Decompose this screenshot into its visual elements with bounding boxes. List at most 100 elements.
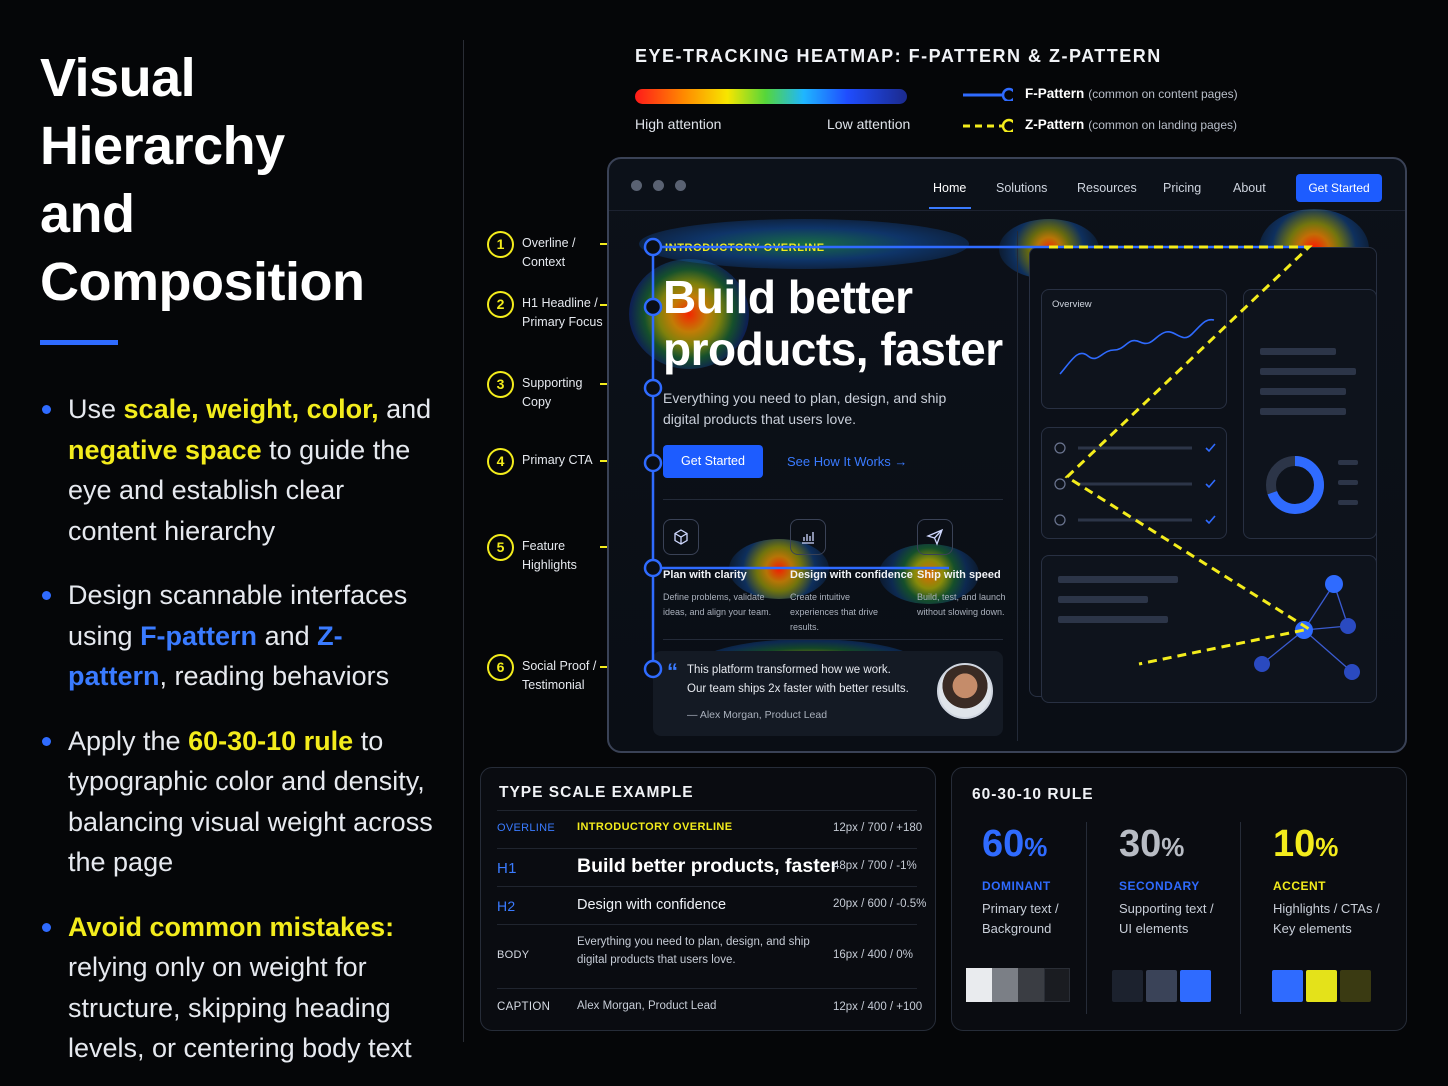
nav-pricing[interactable]: Pricing [1163, 181, 1202, 195]
rule-percentage-value: 30 [1119, 823, 1162, 865]
rule-role-name: SECONDARY [1119, 879, 1200, 893]
z-pattern-name: Z-Pattern [1025, 117, 1085, 132]
annotation-number-badge: 4 [487, 448, 514, 475]
hero-get-started-button[interactable]: Get Started [663, 445, 763, 478]
bullet-text: , reading behaviors [159, 661, 390, 691]
rule-percentage-unit: % [1315, 832, 1339, 862]
rule-percentage: 60% [982, 822, 1112, 869]
bullet-text: to typographic color and density, balanc… [68, 725, 433, 878]
color-swatch [1340, 970, 1371, 1002]
type-scale-sample: INTRODUCTORY OVERLINE [577, 821, 733, 833]
rule-percentage: 30% [1119, 822, 1249, 869]
hero-subcopy: Everything you need to plan, design, and… [663, 390, 947, 427]
f-pattern-name: F-Pattern [1025, 86, 1085, 101]
f-pattern-line-icon [963, 87, 1013, 101]
nav-get-started-button[interactable]: Get Started [1296, 174, 1382, 202]
title-underline [40, 340, 118, 345]
title-line-2: and Composition [40, 184, 365, 312]
type-scale-spec: 48px / 700 / -1% [833, 860, 917, 872]
placeholder-bar [1260, 348, 1336, 355]
nav-about[interactable]: About [1233, 181, 1266, 195]
bullet-text: and [378, 394, 432, 424]
color-swatch [1112, 970, 1143, 1002]
intro-section: Visual Hierarchy and Composition Use sca… [40, 44, 440, 1086]
nav-solutions[interactable]: Solutions [996, 181, 1048, 195]
bullet-text: Use [68, 394, 124, 424]
color-swatch [966, 968, 992, 1002]
annotation-marker [643, 237, 663, 257]
annotation-marker [643, 558, 663, 578]
bullet-dot-icon [42, 922, 51, 932]
annotation-item: 6 Social Proof / Testimonial [487, 654, 637, 694]
rule-column: 30% SECONDARY Supporting text / UI element… [1119, 822, 1249, 939]
feature-description: Build, test, and launch without slowing … [917, 592, 1006, 617]
cube-icon [663, 519, 699, 555]
rule-percentage: 10% [1273, 822, 1403, 869]
color-swatch [1180, 970, 1211, 1002]
send-icon [917, 519, 953, 555]
nav-active-indicator [929, 207, 971, 209]
annotation-item: 2 H1 Headline / Primary Focus [487, 291, 637, 331]
type-scale-label: H2 [497, 898, 516, 914]
annotation-marker [643, 297, 663, 317]
network-panel [1041, 555, 1377, 703]
website-mockup: Home Solutions Resources Pricing About G… [607, 157, 1407, 753]
annotation-number-badge: 2 [487, 291, 514, 318]
type-scale-title: TYPE SCALE EXAMPLE [499, 784, 694, 801]
type-scale-sample: Everything you need to plan, design, and… [577, 936, 810, 966]
annotation-item: 5 Feature Highlights [487, 534, 637, 574]
feature-title: Plan with clarity [663, 569, 747, 581]
annotation-marker [643, 453, 663, 473]
stats-panel [1243, 289, 1377, 539]
highlight-text: scale, weight, color, [123, 394, 379, 424]
window-dot-icon [653, 180, 664, 191]
testimonial-author: — Alex Morgan, Product Lead [687, 709, 828, 721]
bullet-dot-icon [42, 591, 51, 600]
annotation-marker [643, 378, 663, 398]
bullet-item: Use scale, weight, color, and negative s… [40, 389, 440, 551]
heatmap-title: EYE-TRACKING HEATMAP: F-PATTERN & Z-PATT… [635, 46, 1162, 66]
high-attention-label: High attention [635, 116, 722, 132]
color-swatch [1306, 970, 1337, 1002]
annotation-marker [643, 659, 663, 679]
z-pattern-note: (common on landing pages) [1088, 117, 1238, 132]
nav-home[interactable]: Home [933, 181, 967, 195]
reading-pattern-overlay [643, 237, 1313, 679]
annotation-label: H1 Headline / Primary Focus [522, 296, 603, 329]
rule-percentage-unit: % [1024, 832, 1048, 862]
rule-role-name: DOMINANT [982, 879, 1051, 893]
placeholder-bar [1260, 368, 1356, 375]
mockup-navbar: Home Solutions Resources Pricing About G… [609, 159, 1405, 211]
type-scale-spec: 12px / 400 / +100 [833, 1001, 923, 1013]
bullet-text: and [257, 620, 318, 651]
placeholder-bar [1260, 408, 1346, 415]
placeholder-bar [1058, 616, 1168, 623]
placeholder-bar [1058, 596, 1148, 603]
bullet-text: relying only on weight for structure, sk… [68, 952, 412, 1063]
legend-z-pattern: Z-Pattern (common on landing pages) [963, 117, 1237, 132]
annotation-item: 4 Primary CTA [487, 448, 637, 488]
highlight-text: Avoid common mistakes: [68, 911, 395, 942]
rule-column-divider [1086, 822, 1087, 1014]
hero-headline: Build better products, faster [663, 271, 1003, 375]
rule-title: 60-30-10 RULE [972, 786, 1094, 803]
feature-title: Design with confidence [790, 569, 913, 581]
overview-line-chart [1059, 318, 1215, 375]
z-pattern-line-icon [963, 118, 1013, 132]
nav-resources[interactable]: Resources [1077, 181, 1137, 195]
donut-chart [1266, 456, 1324, 514]
see-how-it-works-link[interactable]: See How It Works → [787, 454, 908, 469]
type-scale-label: CAPTION [497, 1001, 551, 1013]
placeholder-bar [1338, 480, 1358, 485]
type-scale-spec: 16px / 400 / 0% [833, 949, 913, 961]
color-swatch [1044, 968, 1070, 1002]
overview-label: Overview [1052, 299, 1092, 310]
rule-column: 10% ACCENT Highlights / CTAs / Key element… [1273, 822, 1403, 939]
type-scale-row: H1 Build better products, faster 48px / 70… [497, 848, 917, 886]
color-swatch [1146, 970, 1177, 1002]
testimonial-line-2: Our team ships 2x faster with better res… [687, 683, 909, 695]
rule-percentage-value: 10 [1273, 823, 1316, 865]
feature-title: Ship with speed [917, 569, 1001, 581]
feature-description: Define problems, validate ideas, and ali… [663, 592, 772, 617]
feature-description: Create intuitive experiences that drive … [790, 592, 879, 632]
